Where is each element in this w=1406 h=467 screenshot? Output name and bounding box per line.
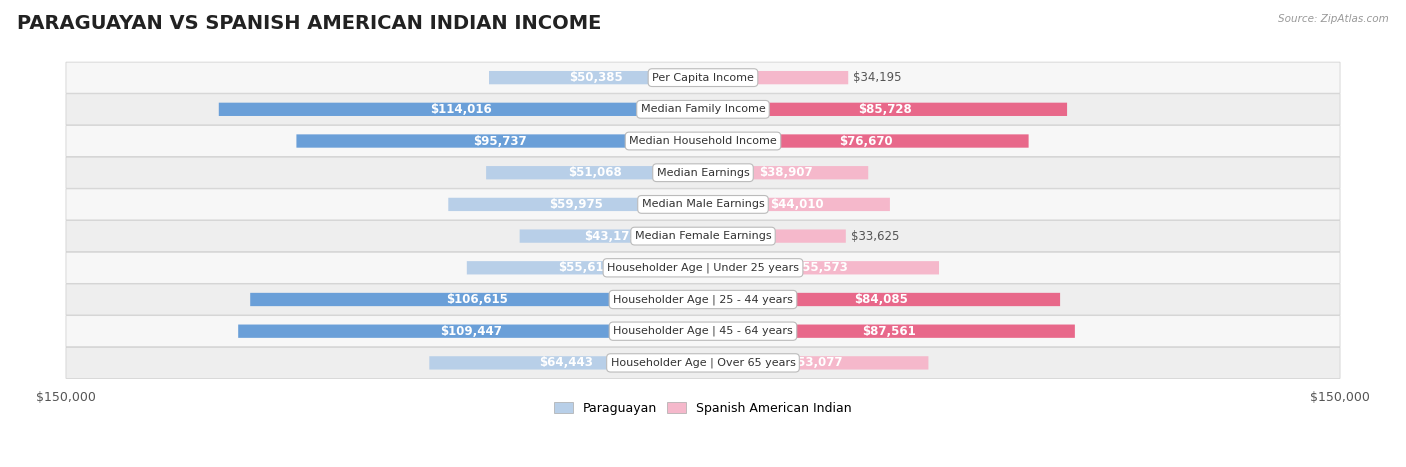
Text: $109,447: $109,447: [440, 325, 502, 338]
Text: $38,907: $38,907: [759, 166, 813, 179]
Text: Median Male Earnings: Median Male Earnings: [641, 199, 765, 209]
Text: $95,737: $95,737: [472, 134, 526, 148]
Text: $33,625: $33,625: [851, 230, 900, 242]
Text: $44,010: $44,010: [769, 198, 824, 211]
Text: Median Household Income: Median Household Income: [628, 136, 778, 146]
FancyBboxPatch shape: [66, 316, 1340, 347]
Text: $114,016: $114,016: [430, 103, 492, 116]
FancyBboxPatch shape: [66, 252, 1340, 283]
FancyBboxPatch shape: [703, 103, 1067, 116]
FancyBboxPatch shape: [703, 134, 1029, 148]
FancyBboxPatch shape: [66, 157, 1340, 188]
FancyBboxPatch shape: [520, 229, 703, 243]
FancyBboxPatch shape: [703, 293, 1060, 306]
FancyBboxPatch shape: [66, 62, 1340, 93]
Text: Median Family Income: Median Family Income: [641, 104, 765, 114]
FancyBboxPatch shape: [250, 293, 703, 306]
FancyBboxPatch shape: [66, 94, 1340, 125]
Text: $50,385: $50,385: [569, 71, 623, 84]
FancyBboxPatch shape: [703, 325, 1074, 338]
FancyBboxPatch shape: [467, 261, 703, 275]
FancyBboxPatch shape: [703, 356, 928, 369]
FancyBboxPatch shape: [703, 166, 869, 179]
Text: Householder Age | 25 - 44 years: Householder Age | 25 - 44 years: [613, 294, 793, 305]
Text: $51,068: $51,068: [568, 166, 621, 179]
Text: $34,195: $34,195: [853, 71, 901, 84]
Text: $87,561: $87,561: [862, 325, 915, 338]
Text: $106,615: $106,615: [446, 293, 508, 306]
FancyBboxPatch shape: [66, 220, 1340, 252]
Text: Householder Age | Under 25 years: Householder Age | Under 25 years: [607, 262, 799, 273]
Text: $55,573: $55,573: [794, 262, 848, 274]
FancyBboxPatch shape: [219, 103, 703, 116]
FancyBboxPatch shape: [703, 261, 939, 275]
FancyBboxPatch shape: [66, 347, 1340, 378]
Text: Householder Age | Over 65 years: Householder Age | Over 65 years: [610, 358, 796, 368]
FancyBboxPatch shape: [66, 126, 1340, 156]
Text: $53,077: $53,077: [789, 356, 842, 369]
Legend: Paraguayan, Spanish American Indian: Paraguayan, Spanish American Indian: [550, 396, 856, 420]
Text: Median Female Earnings: Median Female Earnings: [634, 231, 772, 241]
FancyBboxPatch shape: [703, 71, 848, 84]
Text: $55,614: $55,614: [558, 262, 612, 274]
Text: $59,975: $59,975: [548, 198, 603, 211]
Text: Householder Age | 45 - 64 years: Householder Age | 45 - 64 years: [613, 326, 793, 336]
FancyBboxPatch shape: [703, 229, 846, 243]
FancyBboxPatch shape: [66, 189, 1340, 220]
Text: $76,670: $76,670: [839, 134, 893, 148]
FancyBboxPatch shape: [429, 356, 703, 369]
Text: $64,443: $64,443: [540, 356, 593, 369]
FancyBboxPatch shape: [703, 198, 890, 211]
Text: Median Earnings: Median Earnings: [657, 168, 749, 178]
FancyBboxPatch shape: [297, 134, 703, 148]
Text: Per Capita Income: Per Capita Income: [652, 73, 754, 83]
FancyBboxPatch shape: [66, 284, 1340, 315]
FancyBboxPatch shape: [486, 166, 703, 179]
Text: $84,085: $84,085: [855, 293, 908, 306]
Text: Source: ZipAtlas.com: Source: ZipAtlas.com: [1278, 14, 1389, 24]
FancyBboxPatch shape: [489, 71, 703, 84]
FancyBboxPatch shape: [449, 198, 703, 211]
Text: $43,173: $43,173: [585, 230, 638, 242]
Text: PARAGUAYAN VS SPANISH AMERICAN INDIAN INCOME: PARAGUAYAN VS SPANISH AMERICAN INDIAN IN…: [17, 14, 602, 33]
FancyBboxPatch shape: [238, 325, 703, 338]
Text: $85,728: $85,728: [858, 103, 912, 116]
